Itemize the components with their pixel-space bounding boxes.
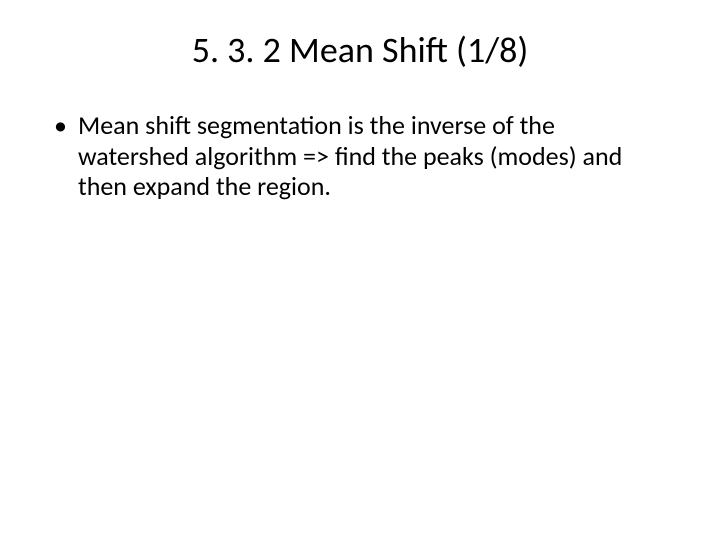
- bullet-item: Mean shift segmentation is the inverse o…: [50, 110, 660, 202]
- bullet-list: Mean shift segmentation is the inverse o…: [50, 110, 660, 202]
- slide-title: 5. 3. 2 Mean Shift (1/8): [40, 28, 680, 72]
- slide-body: Mean shift segmentation is the inverse o…: [40, 110, 680, 202]
- slide: 5. 3. 2 Mean Shift (1/8) Mean shift segm…: [0, 0, 720, 540]
